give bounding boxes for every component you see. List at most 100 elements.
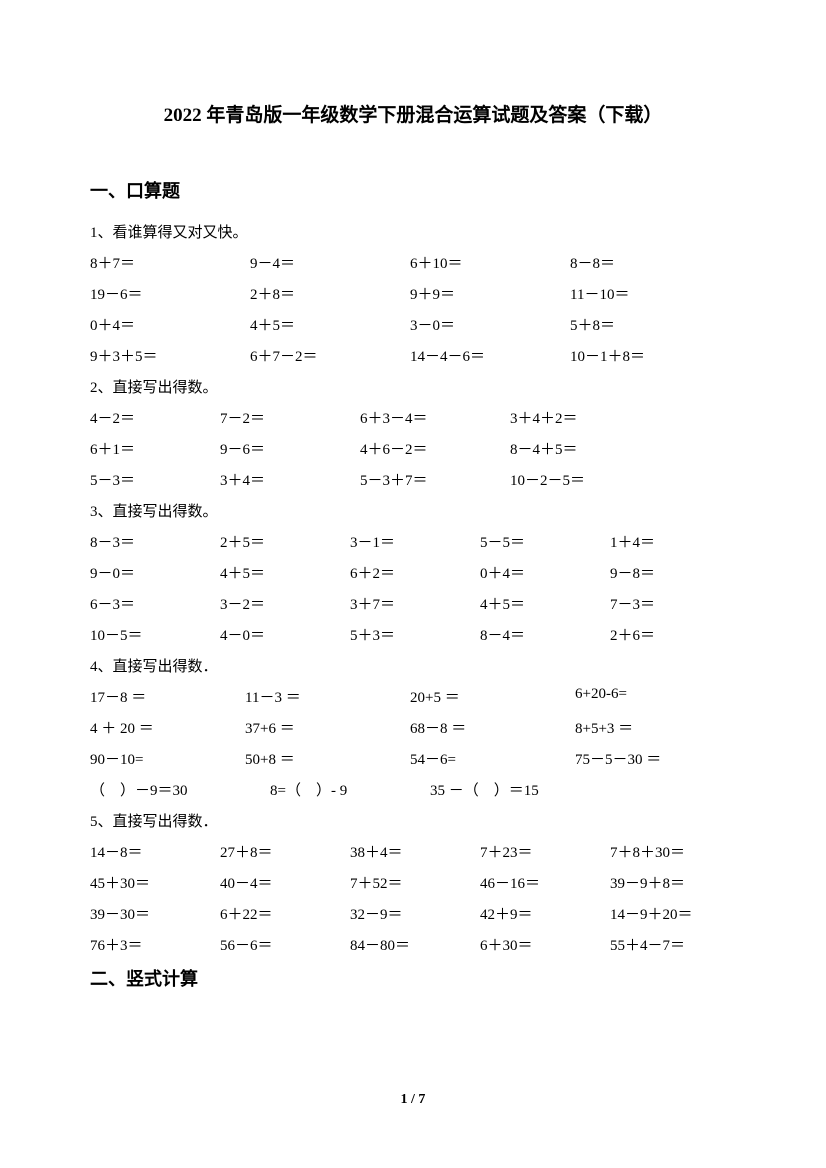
equation: 6＋10＝ [410,252,570,273]
equation: 4＋5＝ [220,562,350,583]
equation: 54－6= [410,748,575,769]
equation: 6＋22＝ [220,903,350,924]
problem-1-intro: 1、看谁算得又对又快。 [90,221,736,242]
equation: 7＋23＝ [480,841,610,862]
equation: 8－8＝ [570,252,730,273]
equation: （ ）－9＝30 [90,779,270,800]
equation-row: 8－3＝ 2＋5＝ 3－1＝ 5－5＝ 1＋4＝ [90,531,736,552]
equation-row: 9－0＝ 4＋5＝ 6＋2＝ 0＋4＝ 9－8＝ [90,562,736,583]
equation: 7－3＝ [610,593,730,614]
equation: 4－0＝ [220,624,350,645]
equation-row: 17－8 ＝ 11－3 ＝ 20+5 ＝ 6+20-6= [90,686,736,707]
equation: 6＋30＝ [480,934,610,955]
equation: 7＋8＋30＝ [610,841,730,862]
equation: 8=（ ）- 9 [270,779,430,800]
equation: 3－2＝ [220,593,350,614]
equation-row: 4 ＋ 20 ＝ 37+6 ＝ 68－8 ＝ 8+5+3 ＝ [90,717,736,738]
equation: 6＋3－4＝ [360,407,510,428]
equation: 2＋8＝ [250,283,410,304]
equation: 5＋8＝ [570,314,730,335]
equation-row: 19－6＝ 2＋8＝ 9＋9＝ 11－10＝ [90,283,736,304]
equation: 8－4＋5＝ [510,438,660,459]
equation: 9－0＝ [90,562,220,583]
equation: 3＋7＝ [350,593,480,614]
equation: 35 －（ ）＝15 [430,779,630,800]
problem-2-intro: 2、直接写出得数。 [90,376,736,397]
equation-row: 9＋3＋5＝ 6＋7－2＝ 14－4－6＝ 10－1＋8＝ [90,345,736,366]
equation: 5－3＝ [90,469,220,490]
equation-row: 5－3＝ 3＋4＝ 5－3＋7＝ 10－2－5＝ [90,469,736,490]
equation: 6＋2＝ [350,562,480,583]
equation: 6+20-6= [575,686,725,707]
equation: 8－3＝ [90,531,220,552]
equation-row: 8＋7＝ 9－4＝ 6＋10＝ 8－8＝ [90,252,736,273]
equation: 7＋52＝ [350,872,480,893]
equation-row: （ ）－9＝30 8=（ ）- 9 35 －（ ）＝15 [90,779,736,800]
equation: 46－16＝ [480,872,610,893]
equation-row: 6－3＝ 3－2＝ 3＋7＝ 4＋5＝ 7－3＝ [90,593,736,614]
equation: 8＋7＝ [90,252,250,273]
equation: 39－9＋8＝ [610,872,730,893]
equation: 0＋4＝ [90,314,250,335]
equation: 10－2－5＝ [510,469,660,490]
equation: 4＋5＝ [250,314,410,335]
equation: 6＋7－2＝ [250,345,410,366]
equation: 2＋6＝ [610,624,730,645]
equation: 4＋5＝ [480,593,610,614]
equation: 2＋5＝ [220,531,350,552]
equation: 4＋6－2＝ [360,438,510,459]
equation: 68－8 ＝ [410,717,575,738]
equation: 75－5－30 ＝ [575,748,725,769]
equation: 5－3＋7＝ [360,469,510,490]
equation: 50+8 ＝ [245,748,410,769]
page-title: 2022 年青岛版一年级数学下册混合运算试题及答案（下载） [90,100,736,127]
equation: 17－8 ＝ [90,686,245,707]
equation: 9－8＝ [610,562,730,583]
equation: 8+5+3 ＝ [575,717,725,738]
equation-row: 45＋30＝ 40－4＝ 7＋52＝ 46－16＝ 39－9＋8＝ [90,872,736,893]
equation: 39－30＝ [90,903,220,924]
equation: 1＋4＝ [610,531,730,552]
equation-row: 4－2＝ 7－2＝ 6＋3－4＝ 3＋4＋2＝ [90,407,736,428]
equation: 90－10= [90,748,245,769]
equation: 20+5 ＝ [410,686,575,707]
equation: 3＋4＋2＝ [510,407,660,428]
equation-row: 6＋1＝ 9－6＝ 4＋6－2＝ 8－4＋5＝ [90,438,736,459]
equation: 10－5＝ [90,624,220,645]
equation: 9－6＝ [220,438,360,459]
equation-row: 0＋4＝ 4＋5＝ 3－0＝ 5＋8＝ [90,314,736,335]
equation: 56－6＝ [220,934,350,955]
equation: 7－2＝ [220,407,360,428]
equation: 9＋9＝ [410,283,570,304]
equation: 42＋9＝ [480,903,610,924]
equation: 40－4＝ [220,872,350,893]
equation: 4－2＝ [90,407,220,428]
equation [630,779,730,800]
equation: 38＋4＝ [350,841,480,862]
equation: 9＋3＋5＝ [90,345,250,366]
equation: 14－8＝ [90,841,220,862]
section-2-heading: 二、竖式计算 [90,965,736,991]
equation: 0＋4＝ [480,562,610,583]
equation: 3＋4＝ [220,469,360,490]
equation: 55＋4－7＝ [610,934,730,955]
equation: 32－9＝ [350,903,480,924]
equation-row: 10－5＝ 4－0＝ 5＋3＝ 8－4＝ 2＋6＝ [90,624,736,645]
equation: 3－1＝ [350,531,480,552]
page-number: 1 / 7 [0,1092,826,1108]
problem-4-intro: 4、直接写出得数． [90,655,736,676]
equation: 14－4－6＝ [410,345,570,366]
equation: 37+6 ＝ [245,717,410,738]
section-1-heading: 一、口算题 [90,177,736,203]
equation: 84－80＝ [350,934,480,955]
equation: 9－4＝ [250,252,410,273]
equation: 5－5＝ [480,531,610,552]
equation: 45＋30＝ [90,872,220,893]
equation-row: 14－8＝ 27＋8＝ 38＋4＝ 7＋23＝ 7＋8＋30＝ [90,841,736,862]
equation: 11－3 ＝ [245,686,410,707]
equation: 4 ＋ 20 ＝ [90,717,245,738]
equation-row: 39－30＝ 6＋22＝ 32－9＝ 42＋9＝ 14－9＋20＝ [90,903,736,924]
equation: 10－1＋8＝ [570,345,730,366]
equation: 27＋8＝ [220,841,350,862]
equation: 76＋3＝ [90,934,220,955]
